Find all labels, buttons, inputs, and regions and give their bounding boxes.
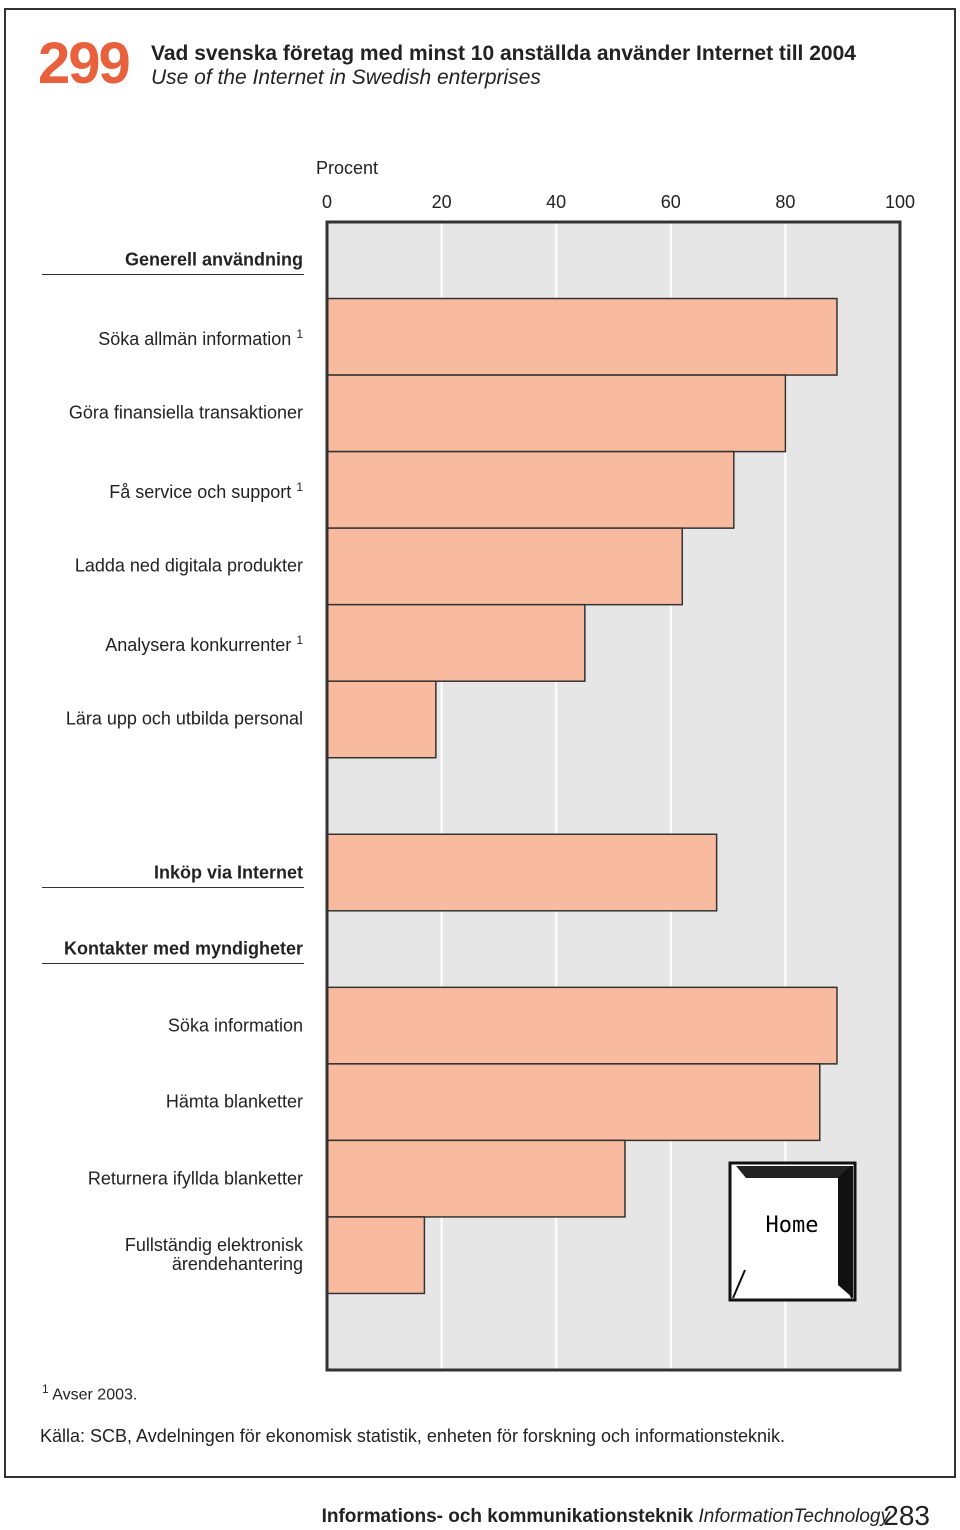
x-tick-label: 80 (775, 192, 796, 212)
bar (326, 603, 586, 682)
bar (326, 680, 437, 759)
bar (326, 1139, 626, 1218)
category-note: 1 (296, 326, 303, 341)
home-key (728, 1161, 857, 1302)
x-tick-label: 40 (546, 192, 567, 212)
category-text: Lära upp och utbilda personal (65, 708, 303, 729)
bar (326, 1063, 821, 1142)
category-text: Generell användning (124, 249, 303, 270)
category-label: Inköp via Internet (154, 863, 303, 882)
badge: 299 (38, 31, 131, 96)
category-label: Hämta blanketter (165, 1091, 303, 1112)
title: Vad svenska företag med minst 10 anställ… (151, 42, 856, 65)
category-label: Få service och support 1 (109, 478, 303, 502)
footer: Informations- och kommunikationsteknik I… (322, 1506, 890, 1528)
category-text: Inköp via Internet (153, 862, 303, 883)
category-label: Göra finansiella transaktioner (68, 402, 303, 423)
category-note: 1 (296, 479, 303, 494)
bar (326, 297, 838, 376)
category-text: Söka information (167, 1015, 303, 1036)
category-label: Returnera ifyllda blanketter (88, 1169, 303, 1188)
footnote-text: Avser 2003. (52, 1386, 138, 1404)
bar (326, 833, 718, 912)
bar (326, 374, 787, 453)
icon-label: Home (766, 1213, 819, 1238)
category-label: Kontakter med myndigheter (63, 938, 303, 959)
x-tick-label: 60 (660, 192, 681, 212)
category-label: Analysera konkurrenter 1 (105, 631, 303, 655)
plot-border (325, 220, 902, 1372)
category-label: Söka information (168, 1016, 303, 1035)
bar (326, 986, 838, 1065)
frame (4, 8, 956, 1478)
bar (326, 1216, 426, 1295)
category-text: Få service och support (109, 481, 292, 502)
category-label: Ladda ned digitala produkter (74, 555, 303, 576)
header-rule (42, 963, 304, 965)
x-tick-label: 20 (431, 192, 452, 212)
header-rule (42, 274, 304, 276)
header-rule (42, 886, 304, 888)
category-text: Hämta blanketter (165, 1091, 303, 1112)
category-text: Fullständig elektronisk ärendehantering (124, 1235, 303, 1275)
category-text: Returnera ifyllda blanketter (87, 1168, 303, 1189)
footer-section-en: InformationTechnology (698, 1506, 890, 1527)
category-note: 1 (296, 632, 303, 647)
source: Källa: SCB, Avdelningen för ekonomisk st… (40, 1426, 786, 1446)
footer-section: Informations- och kommunikationsteknik (321, 1506, 694, 1527)
category-text: Söka allmän information (98, 328, 292, 349)
category-text: Kontakter med myndigheter (63, 938, 303, 959)
subtitle: Use of the Internet in Swedish enterpris… (151, 66, 541, 89)
bar (326, 527, 684, 606)
footnote-mark: 1 (42, 1382, 49, 1396)
bar (326, 450, 735, 529)
category-text: Göra finansiella transaktioner (68, 402, 303, 423)
category-label: Söka allmän information 1 (98, 325, 303, 349)
axis-label: Procent (316, 158, 379, 178)
category-label: Generell användning (124, 249, 303, 270)
page-number: 283 (883, 1500, 930, 1530)
category-text: Analysera konkurrenter (105, 634, 292, 655)
category-label: Fullständig elektronisk ärendehantering (125, 1236, 303, 1274)
x-tick-label: 0 (321, 192, 333, 212)
category-label: Lära upp och utbilda personal (65, 708, 303, 729)
x-tick-label: 100 (884, 192, 916, 212)
footnote: 1 Avser 2003. (42, 1382, 137, 1404)
category-text: Ladda ned digitala produkter (74, 555, 303, 576)
